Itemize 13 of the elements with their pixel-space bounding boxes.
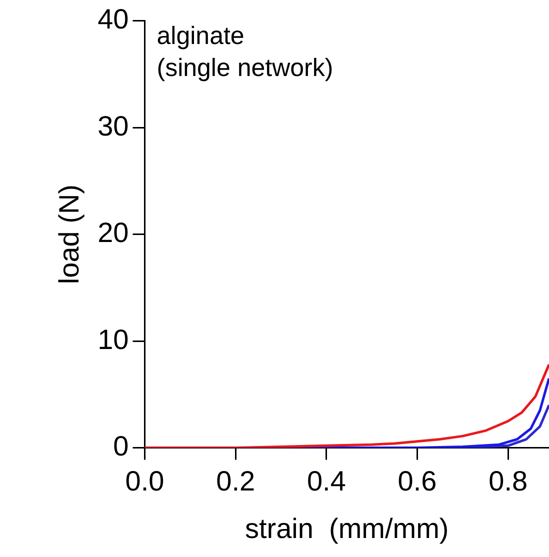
y-tick-label: 10 xyxy=(98,324,129,355)
y-tick-label: 0 xyxy=(113,430,129,462)
x-tick-label: 0.2 xyxy=(216,465,256,496)
y-tick-label: 40 xyxy=(98,4,129,35)
annotation: alginate (single network) xyxy=(156,22,334,82)
x-axis-title: strain (mm/mm) xyxy=(244,512,449,544)
x-tick-label: 0.4 xyxy=(306,465,346,496)
x-tick-label: 0.0 xyxy=(125,465,164,496)
x-tick-label: 0.8 xyxy=(488,465,528,496)
y-tick-label: 30 xyxy=(98,110,129,142)
y-axis-title: load (N) xyxy=(54,184,85,284)
y-tick-label: 20 xyxy=(98,217,129,248)
x-tick-label: 0.6 xyxy=(398,465,437,496)
